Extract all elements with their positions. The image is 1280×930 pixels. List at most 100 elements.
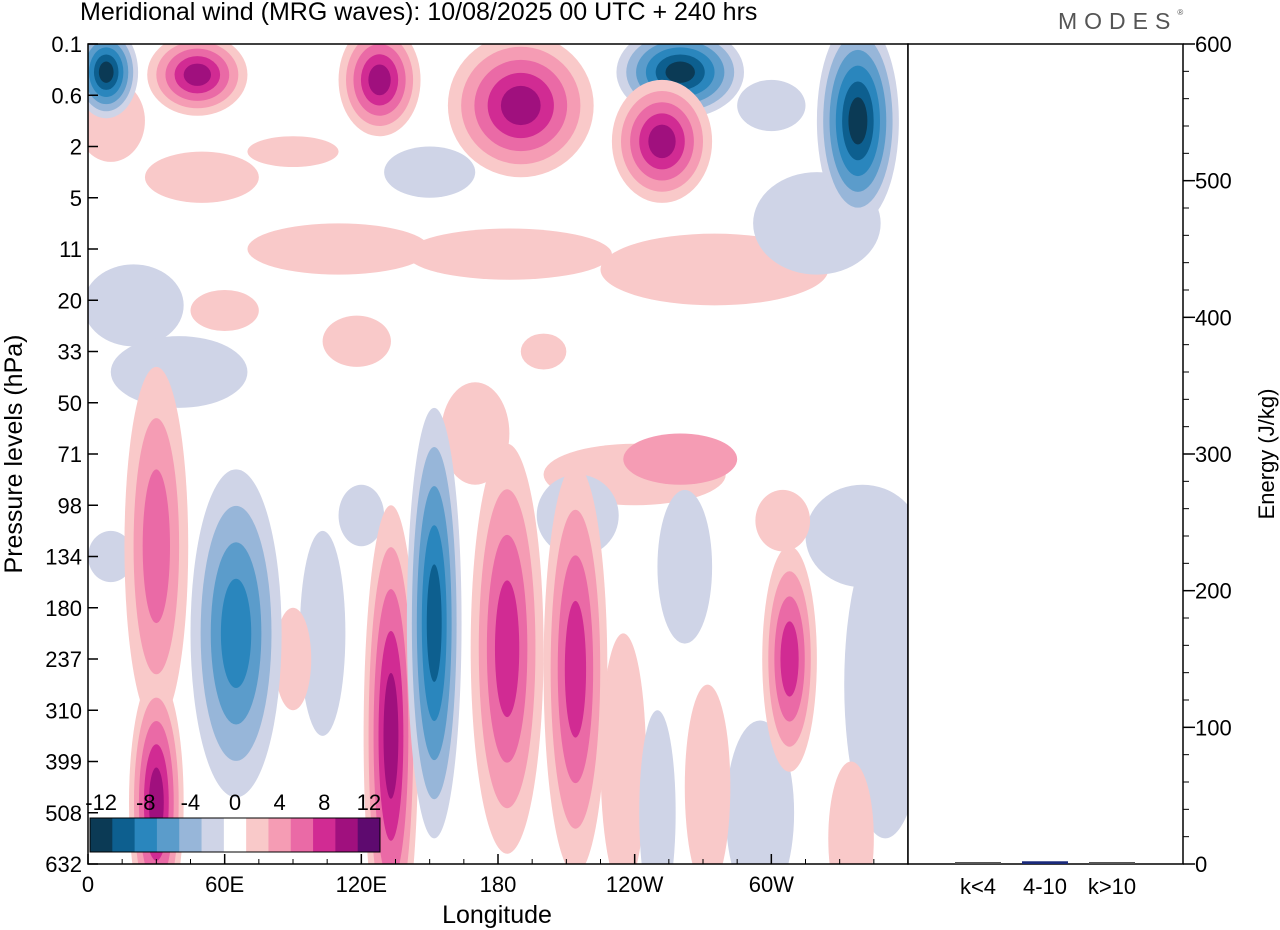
colorbar-swatch — [90, 818, 113, 852]
contour-level — [142, 469, 170, 624]
x-tick-label: 60E — [205, 872, 244, 897]
contour-region — [322, 315, 391, 367]
contour-level — [780, 621, 799, 697]
colorbar-swatch — [313, 818, 336, 852]
contour-region — [190, 290, 259, 331]
colorbar-swatch — [201, 818, 225, 852]
y-tick-label: 310 — [45, 698, 82, 723]
contour-region — [844, 530, 908, 839]
colorbar-tick-label: -4 — [181, 790, 201, 815]
y-tick-label: 0.6 — [51, 83, 82, 108]
y-tick-label: 11 — [59, 237, 82, 262]
contour-level — [848, 97, 868, 145]
contour-level — [368, 64, 391, 96]
colorbar-swatch — [112, 818, 136, 852]
contour-region — [684, 684, 731, 864]
contour-level — [500, 85, 541, 126]
colorbar-swatch — [335, 818, 359, 852]
energy-bars: k<4 4-10 k>10 — [955, 861, 1136, 899]
y-tick-label: 5 — [70, 186, 82, 211]
energy-tick-label: 300 — [1195, 442, 1232, 467]
colorbar-swatch — [179, 818, 203, 852]
colorbar-swatch — [134, 818, 158, 852]
modes-logo: MODES® — [1058, 8, 1183, 35]
x-axis-label: Longitude — [442, 901, 552, 929]
y-tick-label: 71 — [58, 442, 82, 467]
contour-region — [755, 489, 811, 552]
contour-region — [338, 484, 385, 547]
y-tick-label: 237 — [45, 647, 82, 672]
contour-region — [299, 530, 346, 736]
contour-region — [520, 333, 567, 370]
contour-region — [600, 633, 647, 864]
colorbar-tick-label: 12 — [357, 790, 381, 815]
colorbar-swatch — [290, 818, 314, 852]
colorbar-swatch — [223, 818, 247, 852]
contour-level — [648, 124, 676, 159]
energy-category-label: k<4 — [960, 874, 996, 899]
energy-bar — [1089, 862, 1135, 864]
y-tick-label: 0.1 — [51, 32, 82, 57]
energy-axis: 0 100 200 300 400 500 600 — [1183, 32, 1232, 877]
energy-tick-label: 600 — [1195, 32, 1232, 57]
x-tick-label: 180 — [480, 872, 517, 897]
energy-tick-label: 200 — [1195, 579, 1232, 604]
energy-axis-label: Energy (J/kg) — [1254, 389, 1279, 520]
colorbar-tick-label: -12 — [85, 790, 117, 815]
energy-tick-label: 100 — [1195, 715, 1232, 740]
colorbar-tick-label: 8 — [318, 790, 330, 815]
energy-tick-label: 0 — [1195, 852, 1207, 877]
contour-region — [274, 607, 312, 711]
y-tick-label: 33 — [58, 340, 82, 365]
contour-level — [665, 61, 695, 83]
y-tick-label: 399 — [45, 750, 82, 775]
contour-level — [220, 578, 252, 689]
contour-region — [247, 136, 339, 167]
colorbar-frame — [89, 817, 381, 853]
energy-bar — [1022, 861, 1068, 864]
contour-level — [494, 580, 520, 718]
energy-bar — [955, 862, 1001, 864]
logo-text: MODES — [1058, 8, 1178, 34]
contour-region — [384, 146, 476, 198]
y-tick-label: 508 — [45, 801, 82, 826]
contour-region — [441, 382, 510, 485]
contour-level — [383, 672, 399, 799]
contour-region — [88, 264, 184, 347]
y-tick-label: 134 — [45, 545, 82, 570]
contour-level — [98, 61, 114, 83]
energy-panel-frame — [907, 43, 1184, 865]
y-tick-label: 20 — [58, 288, 82, 313]
x-tick-label: 120W — [606, 872, 664, 897]
contour-region — [639, 710, 676, 864]
contour-level — [564, 600, 587, 738]
contour-region — [828, 761, 874, 864]
contour-level — [183, 63, 211, 86]
y-tick-label: 180 — [45, 596, 82, 621]
x-tick-label: 0 — [82, 872, 94, 897]
energy-category-label: 4-10 — [1023, 874, 1067, 899]
heatmap-contours — [88, 44, 908, 864]
contour-region — [88, 530, 134, 583]
colorbar-swatch — [268, 818, 292, 852]
y-tick-label: 50 — [58, 391, 82, 416]
contour-region — [737, 79, 806, 132]
colorbar-swatch — [156, 818, 180, 852]
contour-region — [406, 228, 612, 280]
colorbar-tick-label: -8 — [136, 790, 156, 815]
contour-level — [426, 564, 442, 682]
colorbar-swatch — [246, 818, 269, 852]
registered-mark: ® — [1177, 8, 1184, 17]
colorbar-legend: -12 -8 -4 0 4 8 12 — [85, 790, 381, 853]
colorbar-tick-label: 0 — [229, 790, 241, 815]
y-tick-label: 632 — [45, 852, 82, 877]
contour-region — [247, 223, 430, 275]
energy-category-label: k>10 — [1088, 874, 1136, 899]
pressure-axis: 0.1 0.6 2 5 11 20 33 50 71 98 134 180 237 310 399 508 63… — [45, 32, 98, 877]
contour-region — [623, 433, 738, 485]
energy-tick-label: 400 — [1195, 305, 1232, 330]
y-tick-label: 2 — [70, 135, 82, 160]
y-tick-label: 98 — [58, 493, 82, 518]
x-tick-label: 120E — [336, 872, 387, 897]
